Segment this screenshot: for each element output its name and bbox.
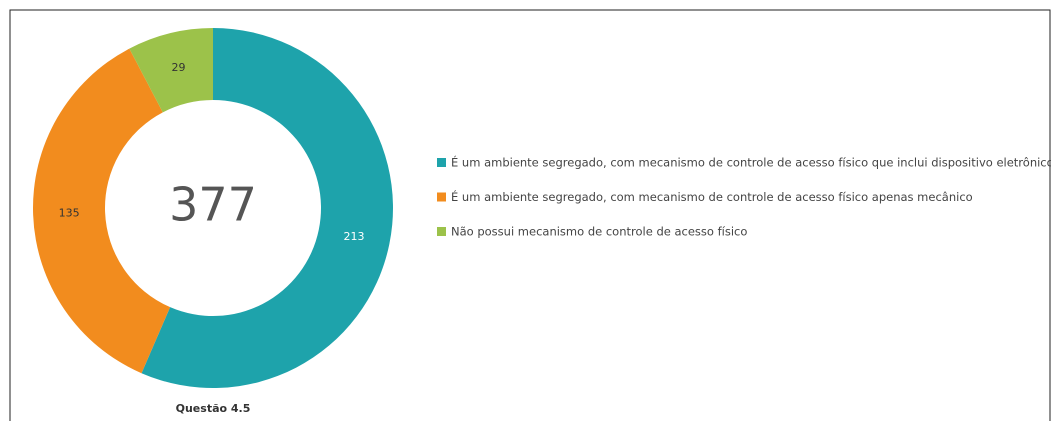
legend-swatch xyxy=(437,227,446,236)
center-total: 377 xyxy=(169,178,257,232)
donut-segment xyxy=(141,28,394,388)
donut-segment xyxy=(33,48,171,374)
data-label: 135 xyxy=(59,206,80,219)
legend-label: É um ambiente segregado, com mecanismo d… xyxy=(451,155,1051,170)
chart-title: Questão 4.5 xyxy=(176,402,251,415)
frame xyxy=(9,9,1051,421)
legend-swatch xyxy=(437,158,446,167)
legend-swatch xyxy=(437,192,446,202)
data-label: 29 xyxy=(172,61,186,74)
data-label: 213 xyxy=(344,230,365,243)
legend-label: É um ambiente segregado, com mecanismo d… xyxy=(451,189,973,204)
donut-segment xyxy=(129,28,213,113)
legend-label: Não possui mecanismo de controle de aces… xyxy=(451,225,747,239)
